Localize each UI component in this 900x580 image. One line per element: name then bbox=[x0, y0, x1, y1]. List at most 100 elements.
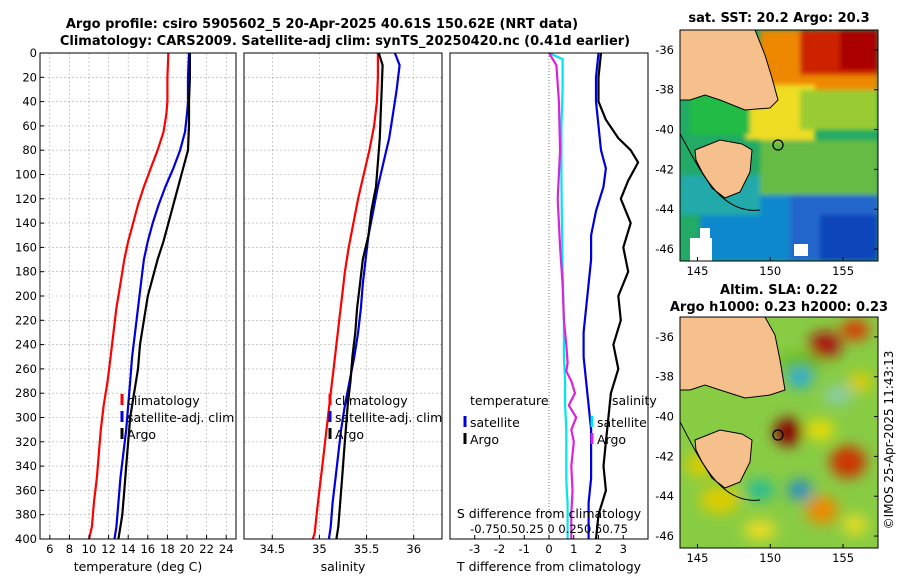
map-y-tick-label: -40 bbox=[655, 123, 674, 137]
map-y-tick-label: -44 bbox=[655, 202, 674, 216]
x-axis-label: temperature (deg C) bbox=[74, 559, 203, 574]
y-tick-label: 60 bbox=[22, 119, 37, 133]
imos-timestamp: ©IMOS 25-Apr-2025 11:43:13 bbox=[882, 351, 896, 530]
x-axis-label: T difference from climatology bbox=[456, 559, 642, 574]
map-y-tick-label: -38 bbox=[655, 370, 674, 384]
legend-label: satellite bbox=[470, 415, 520, 430]
series-t-satellite bbox=[582, 52, 607, 539]
map-x-tick-label: 150 bbox=[759, 264, 781, 278]
map-y-tick-label: -46 bbox=[655, 242, 674, 256]
sla-argo-marker bbox=[772, 429, 784, 441]
sst-field bbox=[680, 30, 878, 261]
legend-label: satellite-adj. clim bbox=[335, 410, 442, 425]
sla-field bbox=[680, 317, 878, 548]
series-t-argo bbox=[594, 52, 640, 540]
map-y-tick-label: -36 bbox=[655, 330, 674, 344]
series-argo bbox=[117, 53, 191, 540]
x-tick-label: 14 bbox=[121, 542, 136, 556]
y-tick-label: 180 bbox=[15, 265, 37, 279]
y-tick-label: 200 bbox=[15, 289, 37, 303]
map-y-tick-label: -40 bbox=[655, 410, 674, 424]
x-tick-label: 8 bbox=[66, 542, 73, 556]
y-tick-label: 260 bbox=[15, 362, 37, 376]
series-climatology bbox=[311, 53, 379, 540]
x-tick-label: 24 bbox=[219, 542, 234, 556]
top-axis-ticklabels: -0.750.50.25 0 0.250.50.75 bbox=[470, 522, 628, 536]
legend-label: climatology bbox=[335, 393, 408, 408]
plot-frame bbox=[243, 52, 443, 540]
map-y-tick-label: -42 bbox=[655, 449, 674, 463]
x-tick-label: 20 bbox=[180, 542, 195, 556]
series-s-argo bbox=[548, 52, 578, 539]
map-x-tick-label: 145 bbox=[686, 551, 708, 565]
temperature-panel: 6 8 10 12 14 16 18 20 22 24 temperature (deg C) 0 20… bbox=[15, 46, 237, 574]
legend-label: Argo bbox=[470, 432, 499, 447]
sla-map: Altim. SLA: 0.22 Argo h1000: 0.23 h2000:… bbox=[655, 283, 888, 565]
series-climatology bbox=[87, 52, 170, 540]
y-tick-label: 140 bbox=[15, 216, 37, 230]
legend-label: climatology bbox=[127, 393, 200, 408]
sla-map-title-line1: Altim. SLA: 0.22 bbox=[720, 283, 838, 298]
y-tick-label: 0 bbox=[30, 46, 37, 60]
sla-map-title-line2: Argo h1000: 0.23 h2000: 0.23 bbox=[670, 300, 888, 315]
legend-label: Argo bbox=[127, 427, 156, 442]
map-x-tick-label: 155 bbox=[832, 264, 854, 278]
series-argo bbox=[335, 52, 384, 540]
map-x-tick-label: 145 bbox=[686, 264, 708, 278]
sst-argo-marker bbox=[772, 139, 784, 151]
x-tick-label: 2 bbox=[595, 542, 602, 556]
y-tick-label: 360 bbox=[15, 483, 37, 497]
map-x-tick-label: 155 bbox=[832, 551, 854, 565]
series-satellite-adj-clim bbox=[113, 52, 191, 540]
y-tick-label: 100 bbox=[15, 168, 37, 182]
map-x-tick-label: 150 bbox=[759, 551, 781, 565]
y-tick-label: 320 bbox=[15, 435, 37, 449]
x-tick-label: 22 bbox=[199, 542, 214, 556]
y-tick-label: 120 bbox=[15, 192, 37, 206]
y-tick-label: 400 bbox=[15, 532, 37, 546]
x-tick-label: 36 bbox=[406, 542, 421, 556]
x-tick-label: 1 bbox=[570, 542, 577, 556]
series-s-satellite bbox=[548, 51, 569, 539]
x-tick-label: -3 bbox=[469, 542, 480, 556]
x-tick-label: 16 bbox=[140, 542, 155, 556]
legend-label: satellite bbox=[597, 415, 647, 430]
y-tick-label: 240 bbox=[15, 338, 37, 352]
legend-label: satellite-adj. clim bbox=[127, 410, 234, 425]
figure-title-line2: Climatology: CARS2009. Satellite-adj cli… bbox=[60, 34, 630, 49]
y-tick-label: 20 bbox=[22, 70, 37, 84]
x-tick-label: 35 bbox=[312, 542, 327, 556]
x-tick-label: 3 bbox=[620, 542, 627, 556]
x-tick-label: 0 bbox=[545, 542, 552, 556]
x-tick-label: 34.5 bbox=[259, 542, 285, 556]
x-tick-label: -1 bbox=[519, 542, 530, 556]
figure-title-line1: Argo profile: csiro 5905602_5 20-Apr-202… bbox=[66, 17, 578, 32]
y-tick-label: 300 bbox=[15, 411, 37, 425]
sst-map-title: sat. SST: 20.2 Argo: 20.3 bbox=[688, 11, 869, 26]
legend-label: Argo bbox=[597, 432, 626, 447]
x-axis-label: salinity bbox=[321, 559, 366, 574]
x-tick-label: 10 bbox=[82, 542, 97, 556]
legend-title-temperature: temperature bbox=[470, 393, 549, 408]
map-y-tick-label: -36 bbox=[655, 43, 674, 57]
map-y-tick-label: -46 bbox=[655, 529, 674, 543]
legend-label: Argo bbox=[335, 427, 364, 442]
y-tick-label: 40 bbox=[22, 95, 37, 109]
map-y-tick-label: -38 bbox=[655, 83, 674, 97]
x-tick-label: 12 bbox=[101, 542, 116, 556]
x-tick-label: 18 bbox=[160, 542, 175, 556]
top-axis-label: S difference from climatology bbox=[457, 506, 642, 521]
y-tick-label: 160 bbox=[15, 240, 37, 254]
map-y-tick-label: -42 bbox=[655, 162, 674, 176]
map-y-tick-label: -44 bbox=[655, 489, 674, 503]
series-satellite-adj-clim bbox=[327, 52, 401, 540]
sst-map: sat. SST: 20.2 Argo: 20.3 bbox=[655, 11, 879, 278]
salinity-panel: 34.5 35 35.5 36 salinity climatology satellite… bbox=[243, 52, 443, 574]
x-tick-label: 6 bbox=[46, 542, 53, 556]
difference-panel: -3 -2 -1 0 1 2 3 T difference from climatology t… bbox=[449, 51, 657, 574]
y-tick-label: 220 bbox=[15, 313, 37, 327]
y-tick-label: 280 bbox=[15, 386, 37, 400]
x-tick-label: 35.5 bbox=[354, 542, 380, 556]
x-tick-label: -2 bbox=[494, 542, 505, 556]
